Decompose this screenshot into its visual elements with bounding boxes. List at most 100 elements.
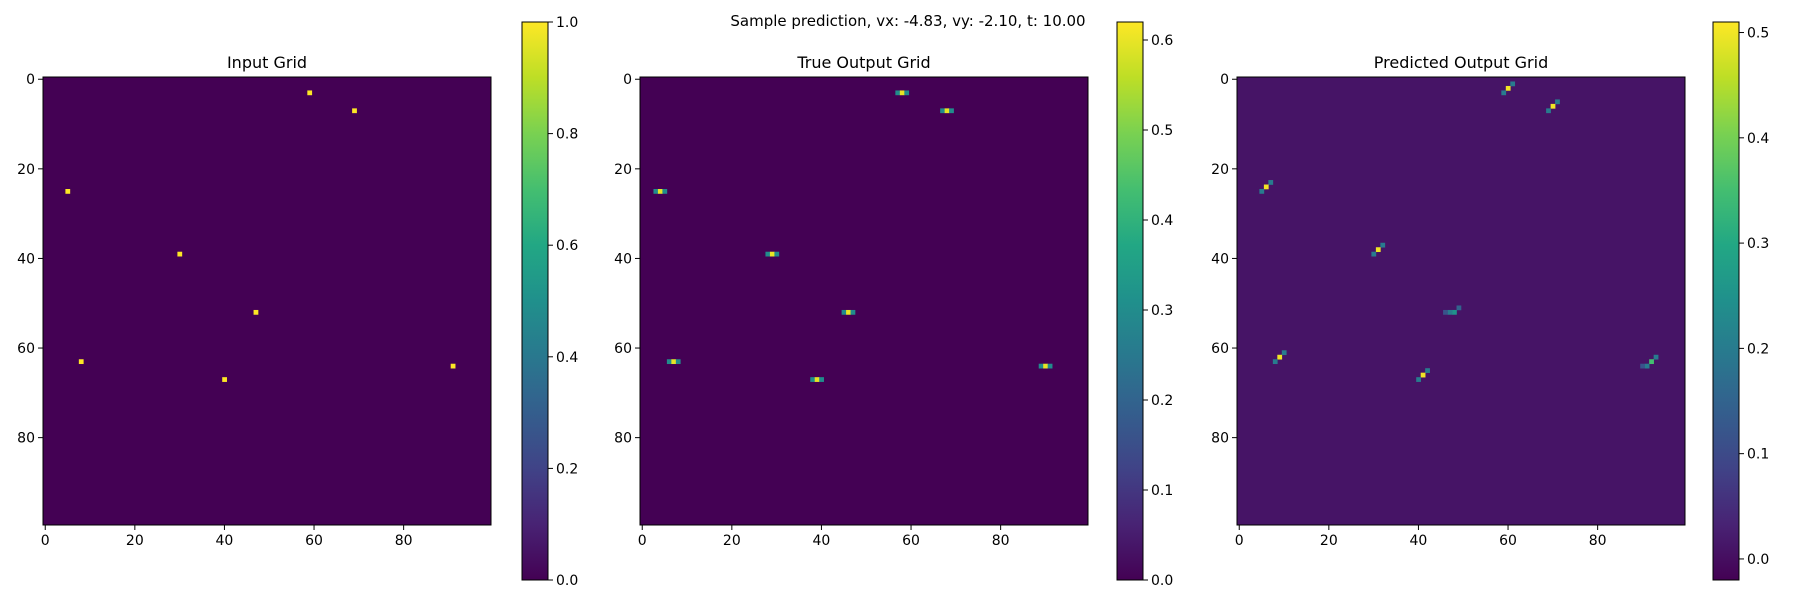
x-tick-label: 80 <box>395 533 413 549</box>
heatmap-cell <box>1501 90 1507 96</box>
heatmap-cell <box>78 359 84 365</box>
heatmap-cell <box>899 90 905 96</box>
heatmap-cell <box>1510 81 1516 87</box>
heatmap-panel-2: True Output Grid 0 20 40 60 80 0 20 40 60 80 0.0 0.1… <box>614 21 1173 589</box>
heatmap-cell <box>675 359 681 365</box>
colorbar-tick-label: 0.8 <box>556 127 578 143</box>
heatmap-cell <box>1281 350 1287 356</box>
x-tick-label: 80 <box>1589 533 1607 549</box>
colorbar-tick-label: 0.0 <box>1151 573 1173 589</box>
heatmap-cell <box>850 309 856 315</box>
heatmap-cell <box>895 90 901 96</box>
axes-frame <box>639 76 1089 526</box>
y-tick-label: 40 <box>1211 251 1229 267</box>
heatmap-cell <box>1425 368 1430 373</box>
heatmap-cell <box>940 108 945 114</box>
heatmap-cell <box>450 363 456 369</box>
heatmap-cell <box>1043 363 1048 369</box>
colorbar-tick-label: 1.0 <box>556 15 578 31</box>
heatmap-cell <box>662 189 668 194</box>
colorbar-tick-label: 0.2 <box>556 461 578 477</box>
y-tick-label: 80 <box>1211 431 1229 447</box>
heatmap-cell <box>819 377 824 382</box>
colorbar <box>521 21 549 581</box>
heatmap-cell <box>253 309 259 315</box>
heatmap-cell <box>769 251 775 257</box>
y-tick-label: 60 <box>17 341 35 357</box>
axes-frame <box>1236 76 1686 526</box>
heatmap-background <box>640 77 1088 525</box>
y-tick-label: 0 <box>26 72 35 88</box>
colorbar-tick-label: 0.4 <box>1747 131 1769 147</box>
heatmap-cell <box>1649 359 1654 365</box>
heatmap-cell <box>1416 377 1421 382</box>
heatmap-cell <box>1640 363 1645 369</box>
heatmap-cell <box>944 108 950 114</box>
colorbar-tick-label: 0.6 <box>1151 33 1173 49</box>
x-tick-label: 0 <box>1235 533 1244 549</box>
x-tick-label: 20 <box>126 533 144 549</box>
y-tick-label: 80 <box>614 431 632 447</box>
heatmap-cell <box>846 309 851 315</box>
colorbar-tick-label: 0.5 <box>1151 123 1173 139</box>
x-tick-label: 0 <box>41 533 50 549</box>
heatmap-panel-3: Predicted Output Grid 0 20 40 60 80 0 20 40 60 80 0… <box>1211 21 1769 581</box>
heatmap-background <box>1237 77 1685 525</box>
y-tick-label: 0 <box>623 72 632 88</box>
colorbar <box>1116 21 1144 581</box>
panel-title: Input Grid <box>227 53 307 72</box>
heatmap-cell <box>1263 184 1269 190</box>
heatmap-cell <box>1456 305 1462 311</box>
panel-title: True Output Grid <box>796 53 930 72</box>
colorbar-tick-label: 0.1 <box>1151 483 1173 499</box>
figure-suptitle: Sample prediction, vx: -4.83, vy: -2.10,… <box>730 12 1085 30</box>
heatmap-cell <box>949 108 954 114</box>
y-tick-label: 60 <box>614 341 632 357</box>
heatmap-cell <box>1371 251 1377 257</box>
colorbar-tick-label: 0.6 <box>556 238 578 254</box>
colorbar-tick-label: 0.3 <box>1151 303 1173 319</box>
heatmap-cell <box>1443 309 1448 315</box>
heatmap-cell <box>1038 363 1044 369</box>
heatmap-cell <box>352 108 357 114</box>
x-tick-label: 60 <box>902 533 920 549</box>
heatmap-cell <box>1268 180 1274 185</box>
colorbar-tick-label: 0.5 <box>1747 26 1769 42</box>
heatmap-cell <box>1380 242 1386 248</box>
heatmap-cell <box>1550 103 1556 109</box>
x-tick-label: 20 <box>1320 533 1338 549</box>
heatmap-cell <box>774 251 780 257</box>
heatmap-cell <box>1452 309 1457 315</box>
heatmap-cell <box>1555 99 1560 105</box>
heatmap-cell <box>1644 363 1650 369</box>
heatmap-cell <box>307 90 313 96</box>
heatmap-cell <box>177 251 183 257</box>
heatmap-panel-1: Input Grid 0 20 40 60 80 0 20 40 60 80 0.0 0.2 0.4 0.6… <box>17 15 578 589</box>
colorbar-tick-label: 0.4 <box>1151 213 1173 229</box>
colorbar-tick-label: 0.0 <box>556 573 578 589</box>
colorbar-tick-label: 0.4 <box>556 350 578 366</box>
heatmap-background <box>43 77 491 525</box>
heatmap-cell <box>904 90 910 96</box>
x-tick-label: 60 <box>305 533 323 549</box>
x-tick-label: 60 <box>1499 533 1517 549</box>
heatmap-cell <box>814 377 820 382</box>
heatmap-cell <box>765 251 771 257</box>
x-tick-label: 40 <box>1410 533 1428 549</box>
heatmap-cell <box>1277 354 1283 360</box>
y-tick-label: 40 <box>614 251 632 267</box>
panel-title: Predicted Output Grid <box>1374 53 1548 72</box>
heatmap-cell <box>65 189 71 194</box>
heatmap-cell <box>1505 85 1511 91</box>
heatmap-cell <box>841 309 847 315</box>
x-tick-label: 0 <box>638 533 647 549</box>
heatmap-cell <box>666 359 672 365</box>
heatmap-cell <box>1259 189 1265 194</box>
heatmap-cell <box>1653 354 1659 360</box>
heatmap-cell <box>1420 372 1426 378</box>
heatmap-cell <box>1375 247 1381 253</box>
colorbar-tick-label: 0.1 <box>1747 447 1769 463</box>
axes-frame <box>42 76 492 526</box>
heatmap-cell <box>1546 108 1551 114</box>
